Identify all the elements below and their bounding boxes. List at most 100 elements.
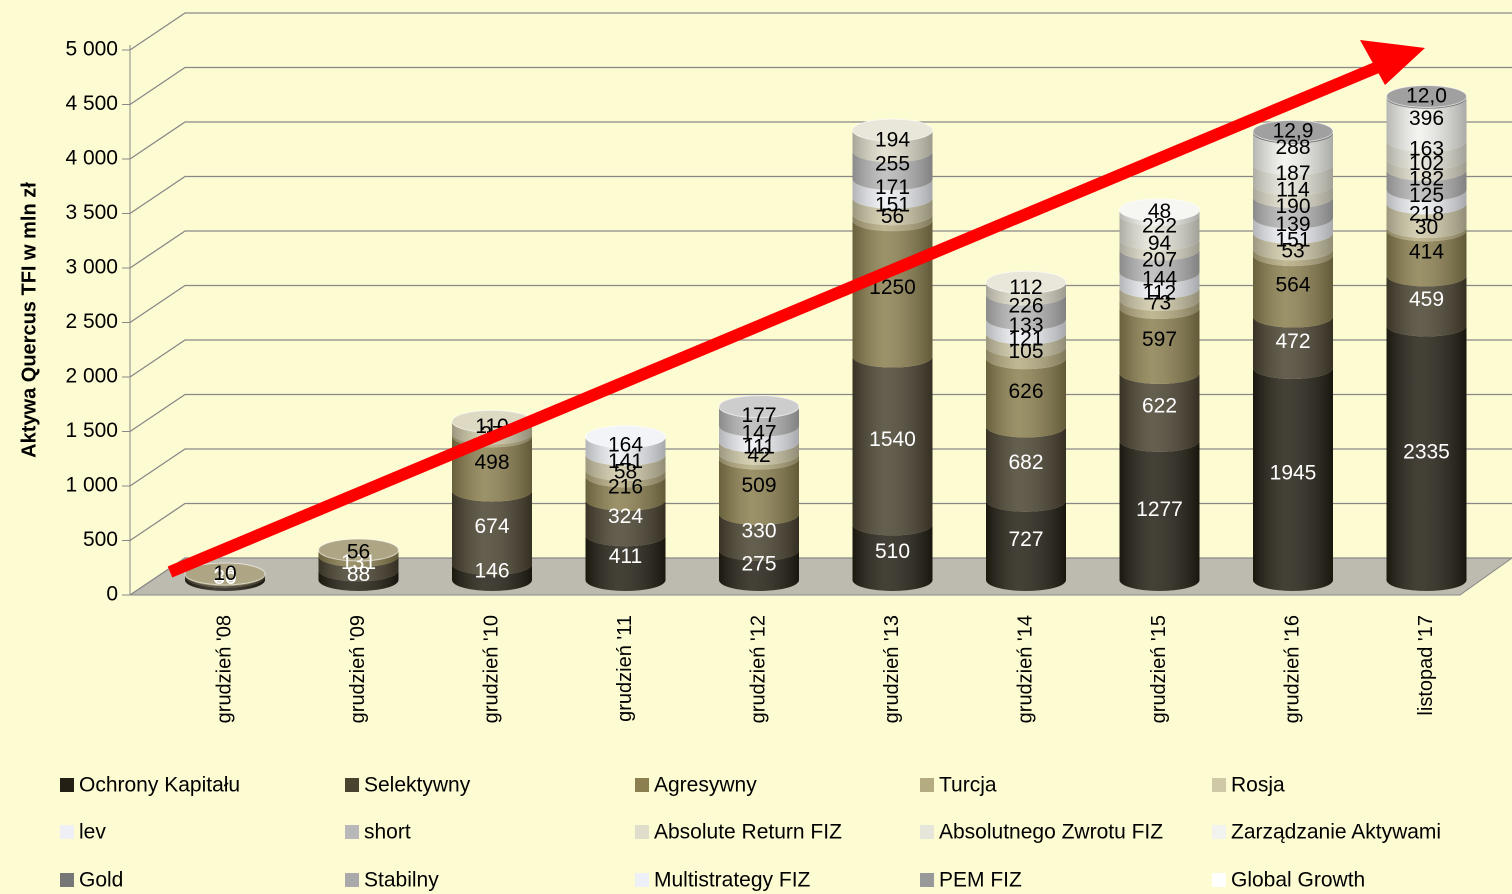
data-label: 15	[213, 563, 236, 586]
y-tick-label: 3 500	[65, 201, 118, 224]
cylinder-shade	[1119, 215, 1200, 251]
data-label: 226	[1008, 294, 1043, 317]
cylinder-shade	[1386, 158, 1467, 181]
legend-swatch	[635, 778, 649, 792]
y-tick-label: 4 000	[65, 147, 118, 170]
x-tick-label: grudzień '11	[614, 615, 636, 722]
data-label: 1945	[1270, 462, 1317, 485]
data-label: 190	[1275, 195, 1310, 218]
legend-swatch	[60, 873, 74, 887]
data-label: 396	[1409, 107, 1444, 130]
y-tick-label: 0	[106, 583, 118, 606]
data-label: 164	[608, 433, 643, 456]
grid-line	[129, 121, 1512, 160]
data-label: 42	[747, 444, 770, 467]
legend-swatch	[345, 873, 359, 887]
data-label: 10	[213, 562, 236, 585]
y-tick-label: 2 500	[65, 310, 118, 333]
legend-label: Ochrony Kapitału	[79, 774, 240, 797]
legend-label: Turcja	[939, 774, 997, 797]
cylinder-shade	[852, 356, 933, 536]
data-label: 102	[1409, 152, 1444, 175]
y-tick-label: 1 000	[65, 474, 118, 497]
cylinder-shade	[1253, 367, 1333, 591]
data-label: 1250	[869, 276, 916, 299]
grid-line	[129, 502, 1512, 542]
cylinder-top	[1386, 84, 1467, 108]
data-label: 626	[1008, 380, 1043, 403]
cylinder-top-shade	[1386, 85, 1467, 108]
cylinder-top-shade	[585, 425, 666, 448]
cylinder-shade	[986, 282, 1066, 306]
cylinder-shade	[452, 436, 532, 502]
cylinder-shade	[318, 570, 399, 592]
cylinder-shade	[719, 458, 799, 526]
data-label: 125	[1409, 184, 1444, 207]
data-label: 564	[1275, 273, 1310, 296]
cylinder-top-shade	[318, 539, 399, 562]
grid-line	[129, 230, 1512, 269]
cylinder-top-shade	[1253, 120, 1333, 143]
legend-swatch	[1212, 778, 1226, 792]
legend-swatch	[920, 873, 934, 887]
grid-line	[129, 284, 1512, 324]
cylinder-shade	[318, 556, 399, 582]
data-label: 58	[614, 461, 637, 484]
data-label: 151	[1275, 229, 1310, 252]
data-label: 94	[1148, 232, 1172, 255]
x-tick-label: grudzień '15	[1148, 615, 1170, 723]
cylinder-shade	[1386, 203, 1467, 239]
legend-swatch	[60, 778, 74, 792]
legend-label: Absolute Return FIZ	[654, 821, 842, 844]
data-label: 48	[1148, 200, 1171, 223]
legend-swatch	[635, 825, 649, 839]
legend-label: short	[364, 821, 411, 844]
cylinder-shade	[852, 179, 933, 209]
legend-label: Absolutnego Zwrotu FIZ	[939, 821, 1163, 844]
legend-label: Multistrategy FIZ	[654, 869, 811, 892]
cylinder-shade	[1119, 373, 1200, 452]
legend-swatch	[1212, 873, 1226, 887]
trend-arrow	[167, 40, 1425, 578]
cylinder-shade	[585, 470, 666, 488]
legend-label: Stabilny	[364, 869, 439, 892]
data-label: 459	[1409, 288, 1444, 311]
data-label: 112	[1009, 276, 1042, 299]
cylinder-shade	[1253, 132, 1333, 176]
legend-label: Gold	[79, 869, 123, 892]
data-label: 330	[741, 520, 776, 543]
cylinder-shade	[1119, 299, 1200, 319]
cylinder-shade	[852, 151, 933, 191]
cylinder-shade	[1119, 272, 1200, 299]
legend-label: Zarządzanie Aktywami	[1231, 821, 1441, 844]
data-label: 727	[1008, 528, 1043, 551]
arrow-head	[1360, 40, 1425, 85]
cylinder-top-shade	[185, 563, 265, 586]
data-label: 151	[875, 194, 910, 217]
data-label: 147	[741, 421, 776, 444]
cylinder-shade	[1253, 217, 1333, 244]
data-label: 509	[741, 474, 776, 497]
cylinder-shade	[1119, 440, 1200, 592]
x-tick-label: grudzień '08	[213, 615, 235, 723]
cylinder-top	[985, 270, 1067, 294]
data-label: 207	[1142, 248, 1177, 271]
data-label: 255	[875, 153, 910, 176]
legend-label: PEM FIZ	[939, 869, 1022, 892]
cylinder-shade	[1386, 230, 1467, 287]
grid-line	[129, 175, 1512, 215]
cylinder-shade	[1386, 140, 1467, 170]
x-tick-label: grudzień '09	[347, 615, 369, 723]
data-label: 288	[1275, 136, 1310, 159]
legend: Ochrony Kapitału Selektywny Agresywny Turcj…	[60, 774, 1441, 892]
legend-swatch	[60, 825, 74, 839]
cylinder-shade	[852, 214, 933, 232]
cylinder-top-shade	[719, 395, 799, 418]
data-label: 30	[213, 566, 236, 589]
grid-line	[129, 12, 1512, 51]
legend-label: lev	[79, 821, 106, 844]
data-label: 414	[1409, 240, 1444, 263]
cylinder-shade	[1386, 169, 1467, 201]
legend-label: Global Growth	[1231, 869, 1365, 892]
